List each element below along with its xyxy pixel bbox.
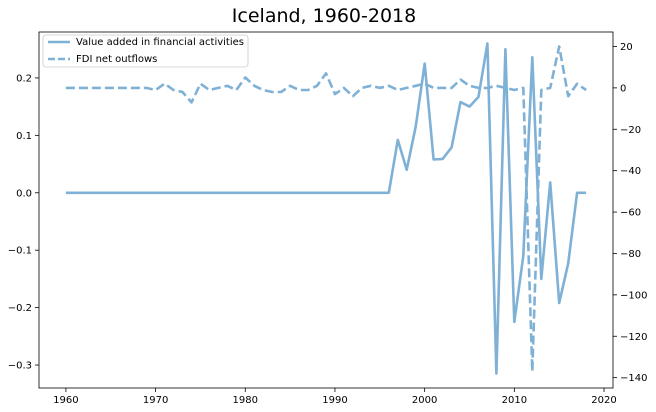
legend-label-fdi: FDI net outflows	[76, 54, 157, 65]
legend-box	[42, 34, 249, 68]
x-tick-label: 2000	[412, 395, 437, 406]
x-tick-label: 1960	[53, 395, 78, 406]
y-right-tick-label: −20	[620, 125, 641, 136]
x-tick-label: 2020	[591, 395, 616, 406]
y-left-tick-label: −0.1	[8, 246, 32, 257]
y-axis-left: −0.3 −0.2 −0.1 0.0 0.1 0.2	[8, 73, 39, 372]
y-right-tick-label: −60	[620, 208, 641, 219]
y-right-tick-label: −120	[620, 332, 647, 343]
legend: Value added in financial activities FDI …	[42, 34, 249, 68]
y-left-tick-label: −0.3	[8, 361, 32, 372]
plot-area	[38, 31, 614, 389]
y-right-tick-label: −80	[620, 249, 641, 260]
series-line-fdi-net-outflows	[65, 45, 587, 373]
y-right-tick-label: −100	[620, 290, 647, 301]
x-tick-label: 1970	[143, 395, 168, 406]
y-right-tick-label: −140	[620, 373, 647, 384]
y-left-tick-label: 0.0	[16, 188, 32, 199]
y-right-tick-label: −40	[620, 166, 641, 177]
x-tick-label: 2010	[502, 395, 527, 406]
chart-title: Iceland, 1960-2018	[232, 5, 416, 27]
x-tick-label: 1980	[233, 395, 258, 406]
y-left-tick-label: 0.1	[16, 131, 32, 142]
series-group	[65, 42, 587, 375]
y-left-tick-label: −0.2	[8, 303, 32, 314]
legend-label-value-added: Value added in financial activities	[76, 37, 244, 48]
series-line-value-added	[65, 42, 587, 375]
y-right-tick-label: 0	[620, 83, 626, 94]
y-right-tick-label: 20	[620, 42, 633, 53]
y-left-tick-label: 0.2	[16, 73, 32, 84]
x-tick-label: 1990	[322, 395, 347, 406]
y-axis-right: −140 −120 −100 −80 −60 −40 −20 0 20	[613, 42, 647, 384]
x-axis: 1960 1970 1980 1990 2000 2010 2020	[53, 388, 617, 406]
